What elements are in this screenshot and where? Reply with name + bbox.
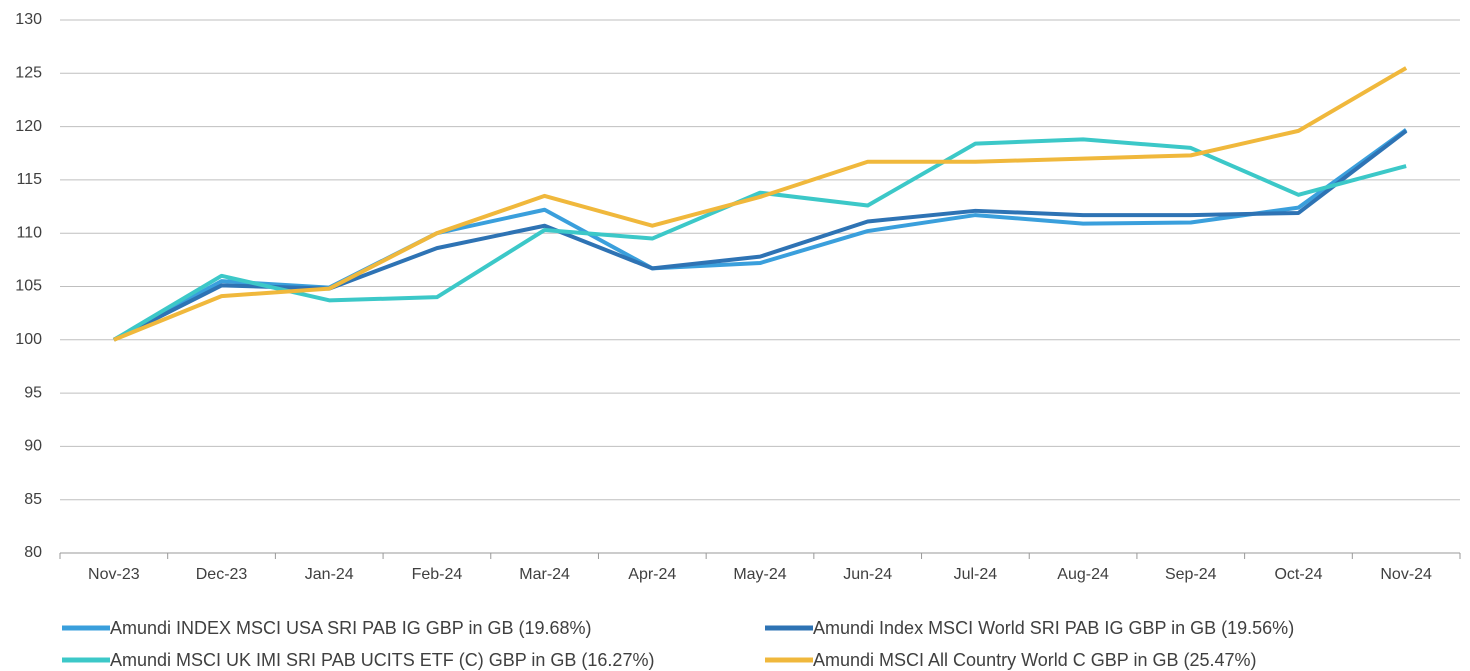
- y-tick-label: 95: [24, 384, 42, 401]
- x-tick-label: May-24: [733, 566, 786, 583]
- y-tick-label: 80: [24, 544, 42, 561]
- legend-label: Amundi MSCI UK IMI SRI PAB UCITS ETF (C)…: [110, 650, 654, 670]
- y-tick-label: 105: [15, 278, 42, 295]
- y-tick-label: 85: [24, 491, 42, 508]
- y-tick-label: 90: [24, 438, 42, 455]
- series-line: [113, 66, 1408, 342]
- x-tick-label: Nov-23: [88, 566, 140, 583]
- y-tick-label: 130: [15, 11, 42, 28]
- legend-label: Amundi Index MSCI World SRI PAB IG GBP i…: [813, 618, 1294, 638]
- x-tick-label: Jan-24: [305, 566, 354, 583]
- y-tick-label: 120: [15, 118, 42, 135]
- legend-label: Amundi MSCI All Country World C GBP in G…: [813, 650, 1257, 670]
- y-tick-label: 125: [15, 65, 42, 82]
- y-tick-label: 115: [16, 171, 42, 188]
- x-tick-label: Dec-23: [196, 566, 248, 583]
- series-line: [112, 128, 1408, 342]
- y-tick-label: 110: [16, 224, 42, 241]
- x-tick-label: Nov-24: [1380, 566, 1432, 583]
- x-tick-label: Apr-24: [628, 566, 676, 583]
- x-tick-label: Feb-24: [412, 566, 463, 583]
- x-tick-label: Sep-24: [1165, 566, 1217, 583]
- x-tick-label: Jun-24: [843, 566, 892, 583]
- x-tick-label: Oct-24: [1274, 566, 1322, 583]
- y-tick-label: 100: [15, 331, 42, 348]
- x-tick-label: Aug-24: [1057, 566, 1109, 583]
- series-line: [112, 137, 1407, 342]
- x-tick-label: Mar-24: [519, 566, 570, 583]
- x-tick-label: Jul-24: [954, 566, 998, 583]
- legend-label: Amundi INDEX MSCI USA SRI PAB IG GBP in …: [110, 618, 592, 638]
- series-line: [112, 129, 1408, 342]
